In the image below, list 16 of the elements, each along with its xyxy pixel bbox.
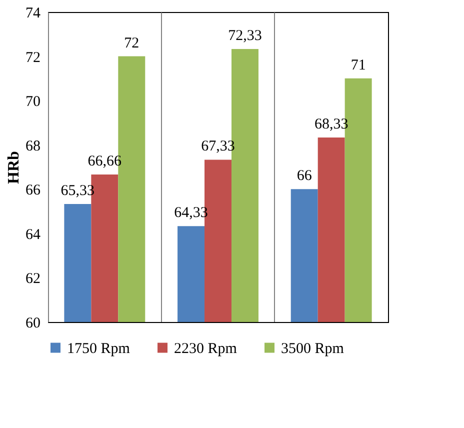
data-label: 72 (124, 35, 140, 52)
y-tick-label: 66 (26, 182, 41, 199)
data-label: 71 (350, 57, 366, 74)
y-tick-label: 72 (26, 50, 40, 66)
data-label: 66 (296, 168, 312, 184)
y-tick-label: 64 (26, 226, 41, 243)
data-label: 72,33 (228, 28, 262, 44)
y-tick-label: 70 (26, 94, 40, 110)
y-tick-label: 74 (26, 6, 41, 22)
y-axis-title: HRb (6, 150, 22, 184)
legend-label: 2230 Rpm (174, 340, 238, 357)
y-tick-label: 60 (26, 316, 40, 332)
legend-label: 1750 Rpm (67, 340, 130, 357)
y-tick-label: 62 (26, 271, 40, 288)
legend-label: 3500 Rpm (281, 340, 344, 357)
y-tick-label: 68 (26, 138, 40, 154)
